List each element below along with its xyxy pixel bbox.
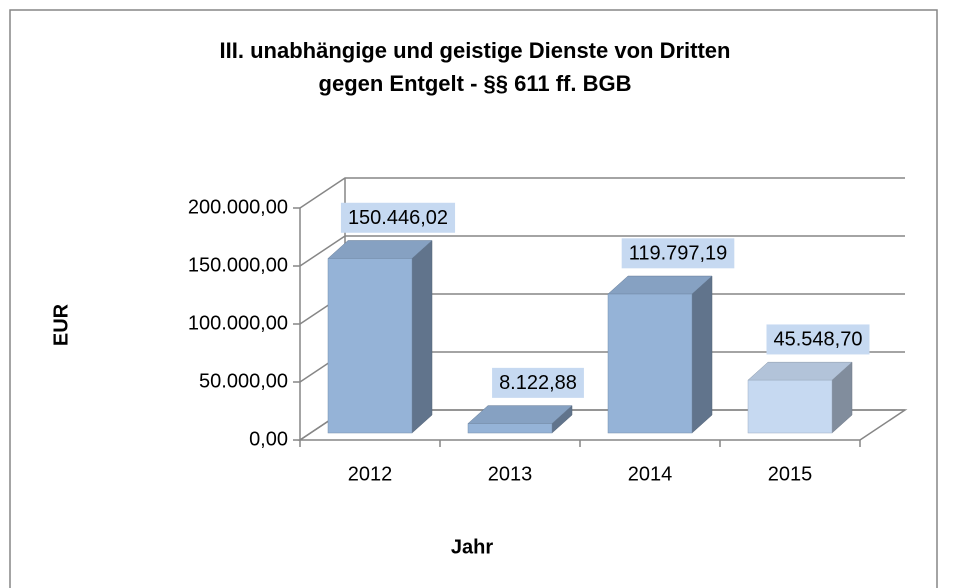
- y-tick-label: 100.000,00: [188, 312, 288, 334]
- data-label: 45.548,70: [774, 328, 863, 350]
- x-axis-title: Jahr: [451, 536, 493, 558]
- bar: [327, 258, 413, 434]
- data-label-box: [621, 238, 735, 269]
- y-tick-label: 0,00: [249, 428, 288, 450]
- data-label: 119.797,19: [629, 242, 728, 264]
- x-tick-label: 2015: [768, 463, 813, 485]
- bar-side: [691, 275, 713, 434]
- bar: [467, 423, 553, 434]
- chart-frame: [9, 9, 938, 588]
- bar: [607, 293, 693, 434]
- y-tick-label: 50.000,00: [199, 370, 288, 392]
- data-label-box: [766, 324, 870, 355]
- data-label: 150.446,02: [348, 207, 448, 229]
- x-tick-label: 2012: [348, 463, 393, 485]
- x-tick-label: 2014: [628, 463, 673, 485]
- chart-title: III. unabhängige und geistige Dienste vo…: [220, 38, 731, 63]
- data-label-box: [340, 202, 456, 233]
- data-label-box: [492, 367, 584, 398]
- y-tick-label: 200.000,00: [188, 196, 288, 218]
- data-label: 8.122,88: [499, 372, 577, 394]
- bar-side: [411, 239, 433, 434]
- chart-title: gegen Entgelt - §§ 611 ff. BGB: [319, 71, 632, 96]
- y-axis-title: EUR: [50, 303, 72, 346]
- grid-line: [299, 177, 905, 209]
- x-tick-label: 2013: [488, 463, 533, 485]
- bar: [747, 379, 833, 434]
- y-tick-label: 150.000,00: [188, 254, 288, 276]
- grid-line: [299, 235, 905, 267]
